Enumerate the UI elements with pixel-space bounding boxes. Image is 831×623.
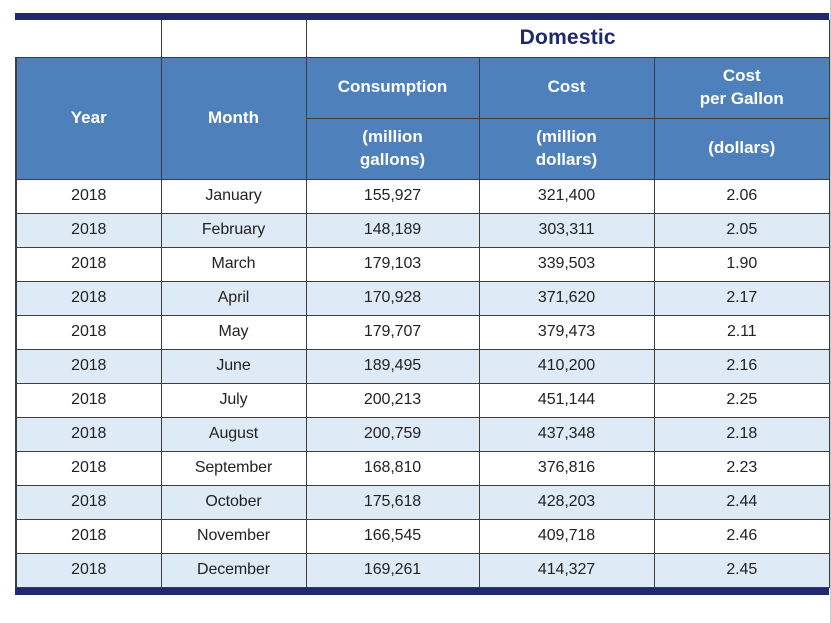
- cost-cell: 428,203: [478, 484, 655, 520]
- table-body: 2018 January 155,927 321,400 2.06 2018 F…: [15, 178, 831, 588]
- data-table: Domestic Year Month Consumption Cost Cos…: [15, 20, 831, 588]
- cost-per-gallon-cell: 2.06: [653, 178, 831, 214]
- fuel-consumption-table: Domestic Year Month Consumption Cost Cos…: [15, 13, 831, 595]
- month-cell: October: [160, 484, 307, 520]
- consumption-cell: 148,189: [305, 212, 480, 248]
- cost-per-gallon-cell: 2.05: [653, 212, 831, 248]
- unit-header-row: (million gallons) (million dollars) (dol…: [16, 117, 831, 180]
- cost-cell: 303,311: [478, 212, 655, 248]
- cost-cell: 376,816: [478, 450, 655, 486]
- consumption-cell: 168,810: [305, 450, 480, 486]
- cost-per-gallon-cell: 2.45: [653, 552, 831, 588]
- cost-per-gallon-cell: 2.23: [653, 450, 831, 486]
- month-cell: March: [160, 246, 307, 282]
- table-row: 2018 May 179,707 379,473 2.11: [15, 314, 831, 350]
- year-cell: 2018: [15, 450, 162, 486]
- unit-header-consumption: (million gallons): [305, 117, 480, 180]
- month-cell: July: [160, 382, 307, 418]
- consumption-cell: 166,545: [305, 518, 480, 554]
- table-row: 2018 March 179,103 339,503 1.90: [15, 246, 831, 282]
- consumption-cell: 200,213: [305, 382, 480, 418]
- cost-cell: 409,718: [478, 518, 655, 554]
- unit-header-cost: (million dollars): [478, 117, 655, 180]
- month-cell: August: [160, 416, 307, 452]
- cost-cell: 379,473: [478, 314, 655, 350]
- cost-cell: 339,503: [478, 246, 655, 282]
- year-cell: 2018: [15, 178, 162, 214]
- cost-per-gallon-cell: 2.18: [653, 416, 831, 452]
- consumption-cell: 189,495: [305, 348, 480, 384]
- month-cell: September: [160, 450, 307, 486]
- year-cell: 2018: [15, 484, 162, 520]
- year-cell: 2018: [15, 348, 162, 384]
- year-cell: 2018: [15, 552, 162, 588]
- consumption-cell: 175,618: [305, 484, 480, 520]
- cost-cell: 414,327: [478, 552, 655, 588]
- cost-cell: 321,400: [478, 178, 655, 214]
- cost-cell: 437,348: [478, 416, 655, 452]
- table-row: 2018 August 200,759 437,348 2.18: [15, 416, 831, 452]
- consumption-cell: 179,103: [305, 246, 480, 282]
- table-row: 2018 November 166,545 409,718 2.46: [15, 518, 831, 554]
- month-cell: February: [160, 212, 307, 248]
- year-cell: 2018: [15, 518, 162, 554]
- table-row: 2018 October 175,618 428,203 2.44: [15, 484, 831, 520]
- consumption-cell: 200,759: [305, 416, 480, 452]
- cost-per-gallon-cell: 2.25: [653, 382, 831, 418]
- table-bottom-border-bar: [15, 587, 829, 595]
- table-row: 2018 January 155,927 321,400 2.06: [15, 178, 831, 214]
- group-header-domestic: Domestic: [306, 20, 831, 58]
- cost-per-gallon-cell: 2.46: [653, 518, 831, 554]
- table-header: Domestic Year Month Consumption Cost Cos…: [15, 20, 831, 180]
- month-cell: May: [160, 314, 307, 350]
- year-cell: 2018: [15, 416, 162, 452]
- month-cell: November: [160, 518, 307, 554]
- col-header-year: Year: [15, 56, 162, 180]
- col-header-consumption: Consumption: [305, 56, 480, 119]
- table-row: 2018 July 200,213 451,144 2.25: [15, 382, 831, 418]
- cost-cell: 371,620: [478, 280, 655, 316]
- month-cell: June: [160, 348, 307, 384]
- table-row: 2018 September 168,810 376,816 2.23: [15, 450, 831, 486]
- month-cell: January: [160, 178, 307, 214]
- table-row: 2018 December 169,261 414,327 2.45: [15, 552, 831, 588]
- year-cell: 2018: [15, 280, 162, 316]
- consumption-cell: 169,261: [305, 552, 480, 588]
- consumption-cell: 179,707: [305, 314, 480, 350]
- consumption-cell: 170,928: [305, 280, 480, 316]
- month-cell: April: [160, 280, 307, 316]
- col-header-month: Month: [160, 56, 307, 180]
- group-header-row: Domestic: [16, 20, 831, 58]
- cost-per-gallon-cell: 2.11: [653, 314, 831, 350]
- cost-cell: 451,144: [478, 382, 655, 418]
- col-header-cost: Cost: [478, 56, 655, 119]
- unit-header-cost-per-gallon: (dollars): [653, 117, 831, 180]
- year-cell: 2018: [15, 246, 162, 282]
- column-header-row: Year Month Consumption Cost Cost per Gal…: [15, 56, 831, 180]
- cost-cell: 410,200: [478, 348, 655, 384]
- table-row: 2018 June 189,495 410,200 2.16: [15, 348, 831, 384]
- year-cell: 2018: [15, 382, 162, 418]
- cost-per-gallon-cell: 2.17: [653, 280, 831, 316]
- cost-per-gallon-cell: 1.90: [653, 246, 831, 282]
- col-header-cost-per-gallon: Cost per Gallon: [653, 56, 831, 119]
- table-row: 2018 February 148,189 303,311 2.05: [15, 212, 831, 248]
- table-row: 2018 April 170,928 371,620 2.17: [15, 280, 831, 316]
- table-top-border-bar: [15, 13, 829, 20]
- cost-per-gallon-cell: 2.16: [653, 348, 831, 384]
- year-cell: 2018: [15, 212, 162, 248]
- consumption-cell: 155,927: [305, 178, 480, 214]
- empty-cell-month: [161, 20, 307, 58]
- month-cell: December: [160, 552, 307, 588]
- year-cell: 2018: [15, 314, 162, 350]
- empty-cell-year: [16, 20, 162, 58]
- cost-per-gallon-cell: 2.44: [653, 484, 831, 520]
